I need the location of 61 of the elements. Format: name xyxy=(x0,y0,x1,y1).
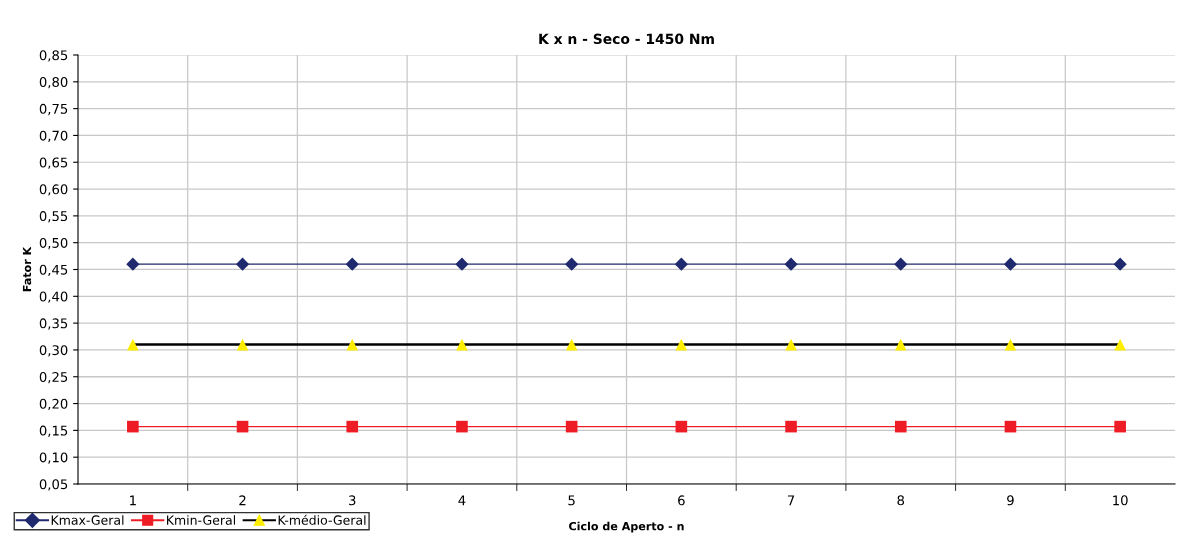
y-tick-label: 0,15 xyxy=(39,425,68,437)
y-tick-label: 0,50 xyxy=(39,237,68,250)
point xyxy=(565,420,578,433)
y-tick-label: 0,25 xyxy=(39,371,68,384)
point xyxy=(1003,257,1018,271)
point xyxy=(345,257,359,271)
y-tick-label: 0,40 xyxy=(39,291,68,303)
point xyxy=(455,257,469,271)
legend-label: Kmax-Geral xyxy=(51,515,124,525)
x-tick-label: 3 xyxy=(349,495,356,506)
point xyxy=(1004,420,1017,433)
x-tick-label: 1 xyxy=(130,495,136,506)
point xyxy=(675,420,688,433)
y-tick-label: 0,75 xyxy=(39,103,68,116)
point xyxy=(235,257,250,271)
legend-label: K-médio-Geral xyxy=(278,514,366,525)
point xyxy=(1113,257,1127,271)
x-axis-title: Ciclo de Aperto - n xyxy=(569,521,684,533)
point xyxy=(456,420,468,433)
x-tick-label: 4 xyxy=(458,495,466,506)
y-tick-label: 0,55 xyxy=(39,211,68,223)
point xyxy=(894,420,907,433)
x-tick-label: 9 xyxy=(1007,495,1014,506)
point xyxy=(126,257,140,271)
y-tick-label: 0,35 xyxy=(39,318,68,330)
chart-title: K x n - Seco - 1450 Nm xyxy=(539,33,714,45)
point xyxy=(894,338,907,351)
point xyxy=(674,257,688,271)
y-tick-label: 0,65 xyxy=(39,157,68,169)
point xyxy=(1114,420,1126,433)
y-tick-label: 0,20 xyxy=(39,398,68,411)
point xyxy=(785,420,797,433)
x-tick-label: 6 xyxy=(678,495,685,506)
y-tick-label: 0,05 xyxy=(39,479,68,491)
y-tick-label: 0,30 xyxy=(39,345,68,357)
point xyxy=(565,338,578,351)
point xyxy=(127,338,139,351)
legend-label: Kmin-Geral xyxy=(167,515,235,525)
y-axis-title: Fator K xyxy=(22,246,32,292)
x-tick-label: 10 xyxy=(1113,495,1128,506)
x-tick-label: 5 xyxy=(568,495,575,506)
point xyxy=(565,257,579,271)
point xyxy=(675,338,688,351)
x-tick-label: 7 xyxy=(787,495,795,506)
y-tick-label: 0,70 xyxy=(39,130,68,142)
point xyxy=(1004,338,1017,351)
y-tick-label: 0,85 xyxy=(39,50,68,62)
point xyxy=(1114,338,1126,351)
y-tick-label: 0,60 xyxy=(39,184,68,196)
point xyxy=(346,420,359,433)
x-tick-label: 2 xyxy=(239,495,246,506)
x-tick-label: 8 xyxy=(897,495,905,506)
y-tick-label: 0,80 xyxy=(39,77,68,89)
point xyxy=(894,257,908,271)
point xyxy=(346,338,359,351)
point xyxy=(236,338,249,351)
point xyxy=(236,420,249,433)
point xyxy=(784,257,798,271)
point xyxy=(127,420,139,433)
y-tick-label: 0,10 xyxy=(39,452,68,464)
y-tick-label: 0,45 xyxy=(39,264,68,277)
